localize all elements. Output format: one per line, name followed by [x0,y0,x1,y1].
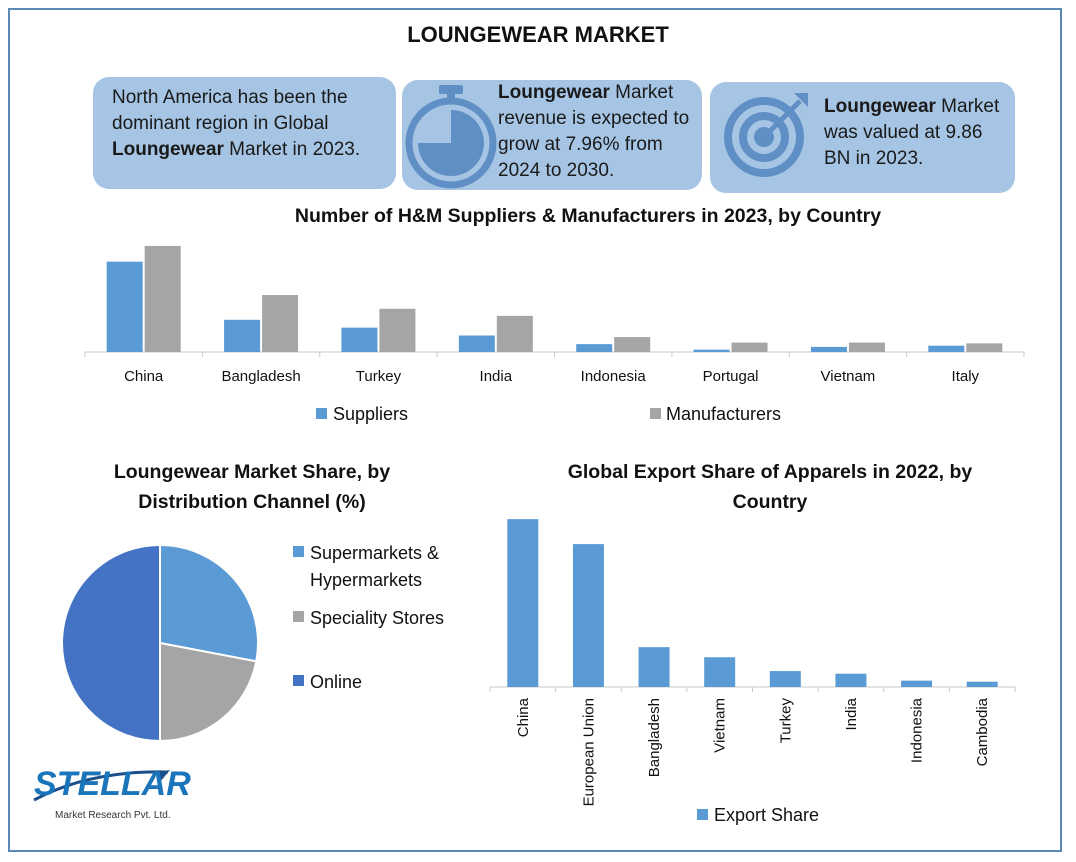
chart2-pie-slice [159,641,258,743]
chart1-bar-manufacturers [144,245,181,352]
info-card-growth-text: Loungewear Market revenue is expected to… [498,80,698,184]
chart2-legend-swatch [293,675,304,686]
chart1-title: Number of H&M Suppliers & Manufacturers … [294,205,882,227]
chart3-bar [638,647,670,687]
chart3-tick-label: Cambodia [974,697,991,766]
chart3-tick-label: Indonesia [909,697,926,763]
chart3-bar [572,544,604,687]
chart2-title: Loungewear Market Share, by Distribution… [113,461,391,513]
chart1-tick-label: Indonesia [581,368,647,385]
chart3-legend-swatch [697,809,708,820]
chart3-bar [901,680,933,687]
logo-subtitle: Market Research Pvt. Ltd. [55,810,171,821]
chart2-legend-swatch [293,611,304,622]
chart1-tick-label: Turkey [356,368,402,385]
chart1-tick-label: Vietnam [821,368,876,385]
chart3-bar [769,671,801,687]
chart3-tick-label: Turkey [777,698,794,744]
chart1-bar-manufacturers [496,315,533,352]
chart1-bar-manufacturers [731,342,768,352]
chart3-bar [507,519,539,687]
chart3-title: Global Export Share of Apparels in 2022,… [567,461,973,513]
chart1-bar-suppliers [224,319,261,352]
chart1-bar-manufacturers [966,343,1003,352]
chart1-bar-manufacturers [848,342,885,352]
chart3-tick-label: China [515,697,532,737]
card-text-post: Market revenue is expected to grow at 7.… [498,82,690,181]
card-text-post: Market in 2023. [223,139,361,160]
chart1-bar-suppliers [106,261,143,352]
chart1-bar-suppliers [576,344,613,352]
card-text-bold: Loungewear [498,82,610,103]
chart2-legend-label: Speciality Stores [310,608,444,628]
chart3-bar [835,673,867,687]
chart3-bar [966,681,998,687]
chart3-tick-label: Bangladesh [646,698,663,777]
chart1-bar-manufacturers [262,295,299,352]
info-card-value-text: Loungewear Market was valued at 9.86 BN … [824,94,1009,172]
chart1-bar-suppliers [928,345,965,352]
chart3-legend-label: Export Share [714,805,819,825]
card-text-post: Market was valued at 9.86 BN in 2023. [824,96,1000,169]
chart1-legend-label: Manufacturers [666,404,781,424]
outer-frame [8,8,1062,852]
chart3-bar [704,657,736,687]
chart1-legend-label: Suppliers [333,404,408,424]
chart1-legend-swatch [650,408,661,419]
info-card-region-text: North America has been the dominant regi… [112,85,382,163]
chart1-tick-label: Italy [952,368,980,385]
chart3-tick-label: India [843,697,860,730]
card-text-bold: Loungewear [824,96,936,117]
chart2-legend-label: Supermarkets & Hypermarkets [310,543,439,590]
card-text-bold: Loungewear [112,139,224,160]
chart1-bar-manufacturers [614,337,651,352]
chart1-bar-suppliers [810,346,847,352]
chart2-pie-slice [61,543,161,743]
chart1-bar-suppliers [693,349,730,352]
chart1-legend-swatch [316,408,327,419]
chart2-legend-swatch [293,546,304,557]
chart1-tick-label: Portugal [703,368,759,385]
chart3-tick-label: Vietnam [712,698,729,753]
chart1-tick-label: India [480,368,513,385]
card-text-pre: North America has been the dominant regi… [112,87,348,134]
chart1-tick-label: China [124,368,164,385]
info-card-region [93,77,396,189]
chart2-pie-slice [159,543,259,663]
chart1-bar-manufacturers [379,308,416,352]
chart1-bar-suppliers [458,335,495,352]
chart3-tick-label: European Union [580,698,597,806]
page-title: LOUNGEWEAR MARKET [407,22,669,47]
chart2-legend-label: Online [310,672,362,692]
chart1-tick-label: Bangladesh [221,368,300,385]
chart1-bar-suppliers [341,327,378,352]
